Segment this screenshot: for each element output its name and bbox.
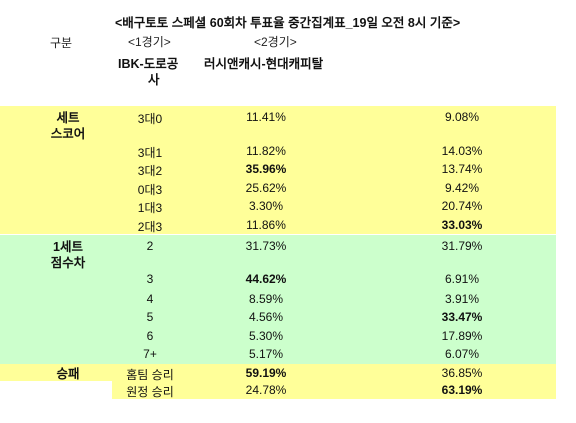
game1-value: 11.82%	[246, 144, 286, 158]
game2-value: 14.03%	[441, 144, 483, 158]
row-label: 원정 승리	[126, 385, 174, 399]
game2-value: 33.03%	[441, 218, 483, 232]
row-label: 6	[146, 329, 154, 343]
row-label: 3	[146, 272, 154, 286]
row-label: 4	[146, 292, 154, 306]
win-loss-band-2	[112, 381, 556, 399]
game2-value: 9.08%	[444, 110, 480, 124]
game2-value: 3.91%	[444, 292, 480, 306]
section-set-diff-line1: 1세트	[53, 240, 83, 254]
row-label: 홈팀 승리	[126, 368, 174, 382]
game1-value: 11.41%	[246, 110, 286, 124]
section-win-loss: 승패	[38, 366, 98, 382]
game2-value: 31.79%	[441, 239, 483, 253]
category-header: 구분	[50, 36, 73, 50]
game2-value: 13.74%	[441, 162, 483, 176]
game1-value: 3.30%	[248, 199, 284, 213]
row-label: 3대0	[137, 112, 163, 126]
row-label: 5	[146, 310, 154, 324]
game1-value: 35.96%	[245, 162, 287, 176]
page-title: <배구토토 스페셜 60회차 투표율 중간집계표_19일 오전 8시 기준>	[115, 16, 461, 30]
section-set-score: 세트 스코어	[38, 110, 98, 142]
game2-value: 20.74%	[441, 199, 483, 213]
row-label: 2	[146, 239, 154, 253]
section-win-loss-line1: 승패	[56, 367, 80, 381]
section-set-diff-line2: 점수차	[50, 256, 86, 270]
game1-value: 24.78%	[245, 383, 287, 397]
game1-value: 4.56%	[248, 310, 284, 324]
game1-value: 11.86%	[246, 218, 286, 232]
game1-team-line2: 사	[148, 73, 160, 87]
game1-value: 59.19%	[245, 366, 287, 380]
game2-team: 러시앤캐시-현대캐피탈	[204, 57, 324, 71]
win-loss-band-1	[0, 364, 556, 381]
game1-value: 25.62%	[245, 181, 287, 195]
row-label: 2대3	[137, 220, 163, 234]
game1-value: 8.59%	[248, 292, 284, 306]
game2-value: 33.47%	[441, 310, 483, 324]
set-score-band	[0, 106, 556, 234]
section-set-score-line2: 스코어	[50, 127, 86, 141]
game2-header: <2경기>	[254, 35, 297, 49]
game1-value: 44.62%	[245, 272, 287, 286]
game2-value: 9.42%	[444, 181, 480, 195]
game1-value: 31.73%	[245, 239, 287, 253]
row-label: 3대1	[137, 146, 163, 160]
game1-value: 5.17%	[248, 347, 284, 361]
row-label: 0대3	[137, 183, 163, 197]
section-set-diff: 1세트 점수차	[38, 239, 98, 271]
game2-value: 36.85%	[441, 366, 483, 380]
game1-team-line1: IBK-도로공	[118, 57, 179, 71]
game1-value: 5.30%	[248, 329, 284, 343]
row-label: 1대3	[137, 201, 163, 215]
row-label: 7+	[143, 347, 157, 361]
set-diff-band	[0, 235, 556, 364]
section-set-score-line1: 세트	[56, 111, 80, 125]
game2-value: 17.89%	[441, 329, 483, 343]
row-label: 3대2	[137, 164, 163, 178]
game2-value: 63.19%	[441, 383, 483, 397]
game2-value: 6.07%	[444, 347, 480, 361]
game2-value: 6.91%	[444, 272, 480, 286]
game1-header: <1경기>	[128, 35, 171, 49]
